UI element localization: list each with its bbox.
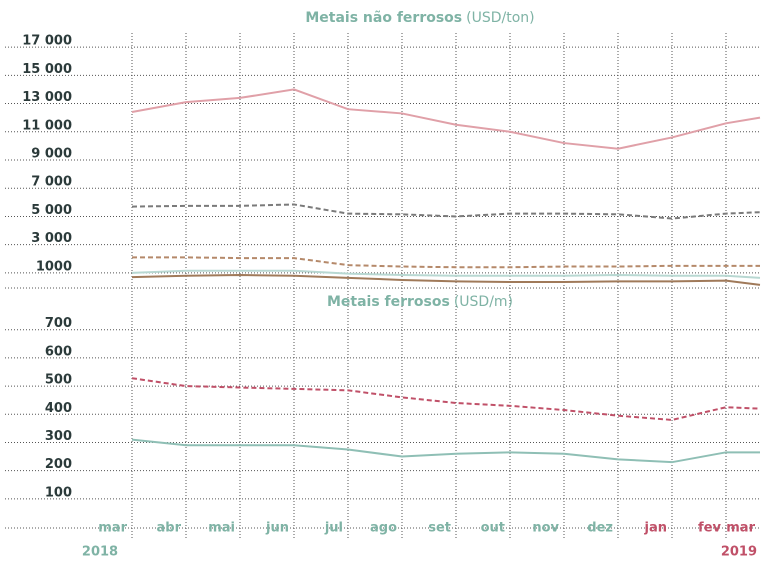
y-tick-label: 600 bbox=[45, 344, 72, 359]
y-tick-label: 100 bbox=[45, 485, 72, 500]
year-label: 2019 bbox=[721, 545, 757, 560]
x-tick-label: mai bbox=[208, 521, 235, 536]
panel-title-unit: (USD/ton) bbox=[466, 10, 534, 26]
y-tick-label: 3 000 bbox=[31, 231, 72, 246]
x-tick-label: nov bbox=[532, 521, 559, 536]
y-tick-label: 700 bbox=[45, 316, 72, 331]
y-tick-label: 400 bbox=[45, 401, 72, 416]
x-tick-label: set bbox=[428, 521, 451, 536]
x-tick-label: fev bbox=[698, 521, 721, 536]
series-line bbox=[132, 256, 760, 269]
x-tick-label: mar bbox=[98, 521, 127, 536]
x-tick-label: jun bbox=[265, 521, 289, 536]
series-line bbox=[131, 88, 761, 150]
x-tick-label: jul bbox=[324, 521, 343, 536]
y-tick-label: 7 000 bbox=[31, 175, 72, 190]
y-tick-label: 11 000 bbox=[22, 118, 72, 133]
y-tick-label: 13 000 bbox=[22, 90, 72, 105]
panel-title: Metais não ferrosos (USD/ton) bbox=[305, 10, 534, 26]
panel-title: Metais ferrosos (USD/m) bbox=[327, 294, 513, 310]
series-line bbox=[131, 269, 761, 279]
x-tick-label: jan bbox=[644, 521, 667, 536]
year-label: 2018 bbox=[82, 545, 118, 560]
x-tick-label: dez bbox=[587, 521, 613, 536]
y-tick-label: 1000 bbox=[36, 259, 72, 274]
x-tick-label: out bbox=[481, 521, 505, 536]
y-tick-label: 17 000 bbox=[22, 34, 72, 49]
y-tick-label: 500 bbox=[45, 373, 72, 388]
y-tick-label: 9 000 bbox=[31, 147, 72, 162]
series-line bbox=[131, 438, 760, 464]
x-tick-label: abr bbox=[157, 521, 182, 536]
series-line bbox=[131, 203, 761, 220]
x-tick-label: ago bbox=[370, 521, 397, 536]
x-tick-label: mar bbox=[726, 521, 755, 536]
y-tick-label: 300 bbox=[45, 429, 72, 444]
y-tick-label: 5 000 bbox=[31, 203, 72, 218]
y-tick-label: 200 bbox=[45, 457, 72, 472]
panel-title-main: Metais não ferrosos bbox=[305, 10, 462, 26]
panel-title-main: Metais ferrosos bbox=[327, 294, 450, 310]
series-line bbox=[131, 274, 761, 286]
panel-title-unit: (USD/m) bbox=[454, 294, 513, 310]
series-line bbox=[131, 377, 761, 421]
y-tick-label: 15 000 bbox=[22, 62, 72, 77]
